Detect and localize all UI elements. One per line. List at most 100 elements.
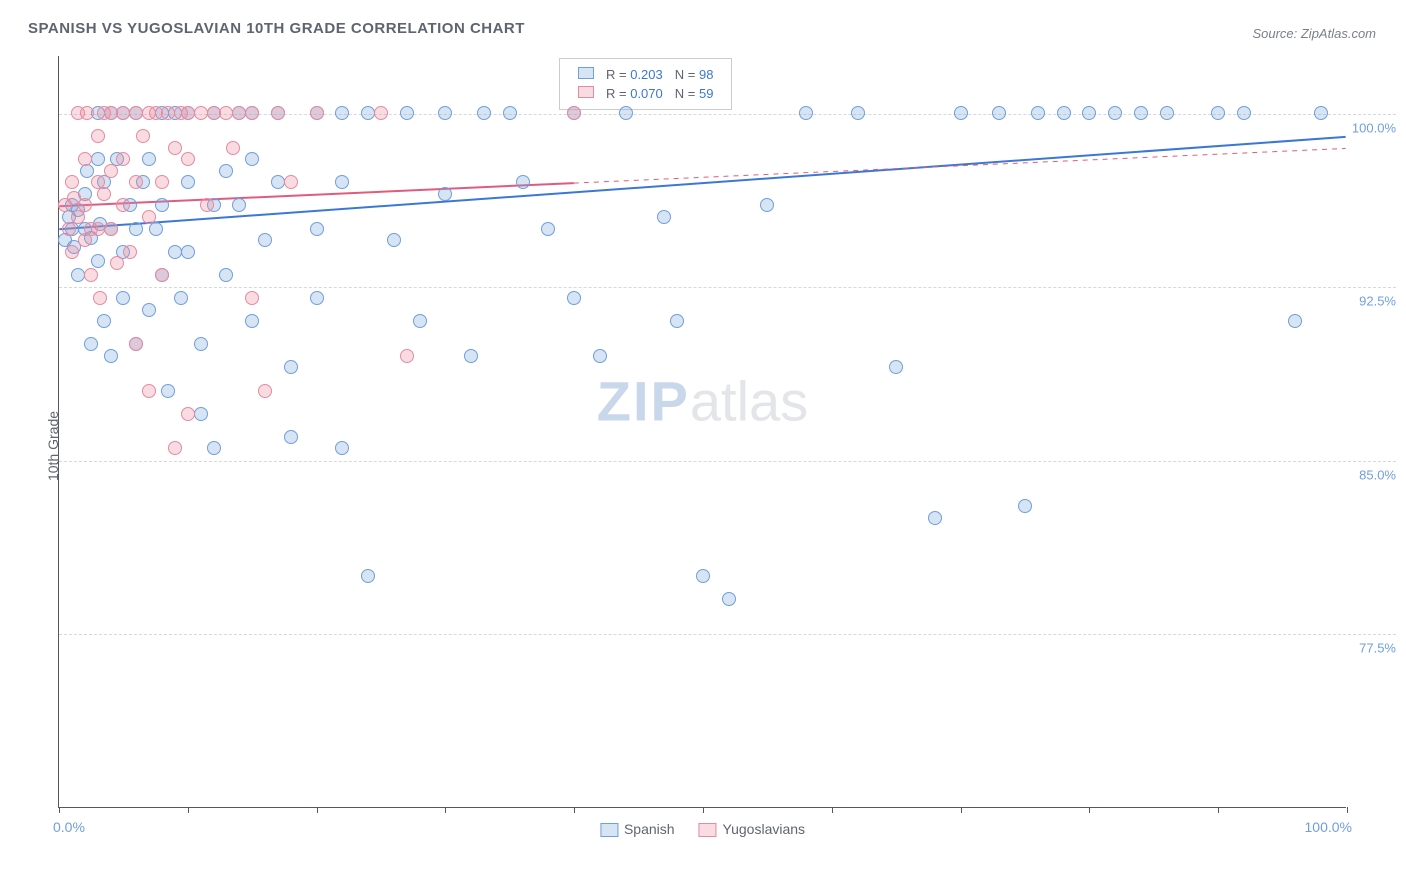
scatter-point xyxy=(567,291,581,305)
scatter-point xyxy=(91,254,105,268)
scatter-point xyxy=(1108,106,1122,120)
scatter-point xyxy=(245,291,259,305)
scatter-point xyxy=(760,198,774,212)
scatter-point xyxy=(503,106,517,120)
scatter-point xyxy=(194,337,208,351)
scatter-point xyxy=(232,198,246,212)
scatter-point xyxy=(361,106,375,120)
legend-n-label: N = 98 xyxy=(669,65,720,84)
scatter-point xyxy=(181,175,195,189)
scatter-point xyxy=(110,256,124,270)
scatter-point xyxy=(258,384,272,398)
trend-line-solid xyxy=(59,137,1345,229)
x-tick xyxy=(574,807,575,813)
correlation-legend: R = 0.203N = 98R = 0.070N = 59 xyxy=(559,58,732,110)
scatter-point xyxy=(65,245,79,259)
scatter-point xyxy=(310,106,324,120)
scatter-point xyxy=(516,175,530,189)
scatter-point xyxy=(361,569,375,583)
scatter-point xyxy=(194,407,208,421)
scatter-point xyxy=(78,198,92,212)
x-tick xyxy=(59,807,60,813)
scatter-point xyxy=(284,430,298,444)
scatter-point xyxy=(168,441,182,455)
legend-item: Spanish xyxy=(600,821,675,837)
scatter-point xyxy=(413,314,427,328)
scatter-point xyxy=(284,360,298,374)
scatter-point xyxy=(129,337,143,351)
scatter-point xyxy=(799,106,813,120)
scatter-point xyxy=(271,106,285,120)
legend-swatch xyxy=(600,823,618,837)
scatter-point xyxy=(200,198,214,212)
x-tick xyxy=(1089,807,1090,813)
scatter-point xyxy=(1288,314,1302,328)
scatter-point xyxy=(84,337,98,351)
scatter-point xyxy=(438,187,452,201)
scatter-point xyxy=(91,152,105,166)
trend-lines-layer xyxy=(59,56,1346,807)
y-tick-label: 77.5% xyxy=(1359,641,1396,656)
scatter-point xyxy=(65,175,79,189)
scatter-point xyxy=(219,268,233,282)
gridline-horizontal xyxy=(59,461,1396,462)
watermark: ZIPatlas xyxy=(597,369,808,434)
scatter-point xyxy=(161,384,175,398)
scatter-point xyxy=(567,106,581,120)
scatter-point xyxy=(541,222,555,236)
scatter-point xyxy=(335,175,349,189)
scatter-point xyxy=(123,245,137,259)
scatter-point xyxy=(219,164,233,178)
scatter-point xyxy=(400,106,414,120)
scatter-point xyxy=(155,268,169,282)
gridline-horizontal xyxy=(59,287,1396,288)
scatter-point xyxy=(104,222,118,236)
scatter-point xyxy=(335,106,349,120)
scatter-point xyxy=(928,511,942,525)
scatter-point xyxy=(284,175,298,189)
scatter-point xyxy=(84,268,98,282)
legend-swatch xyxy=(578,86,594,98)
scatter-point xyxy=(168,141,182,155)
scatter-point xyxy=(226,141,240,155)
y-tick-label: 92.5% xyxy=(1359,294,1396,309)
legend-row: R = 0.070N = 59 xyxy=(572,84,719,103)
scatter-point xyxy=(438,106,452,120)
scatter-point xyxy=(335,441,349,455)
scatter-point xyxy=(161,106,175,120)
scatter-point xyxy=(1082,106,1096,120)
scatter-point xyxy=(142,210,156,224)
chart-title: SPANISH VS YUGOSLAVIAN 10TH GRADE CORREL… xyxy=(28,20,525,37)
x-tick xyxy=(1347,807,1348,813)
legend-r-label: R = 0.203 xyxy=(600,65,669,84)
scatter-point xyxy=(619,106,633,120)
scatter-point xyxy=(136,129,150,143)
scatter-point xyxy=(129,222,143,236)
watermark-part2: atlas xyxy=(690,370,808,433)
x-tick xyxy=(703,807,704,813)
scatter-point xyxy=(207,441,221,455)
y-tick-label: 100.0% xyxy=(1352,120,1396,135)
scatter-point xyxy=(245,314,259,328)
source-attribution: Source: ZipAtlas.com xyxy=(1252,26,1376,41)
y-tick-label: 85.0% xyxy=(1359,467,1396,482)
watermark-part1: ZIP xyxy=(597,370,690,433)
x-axis-min-label: 0.0% xyxy=(53,819,85,835)
scatter-point xyxy=(142,384,156,398)
scatter-point xyxy=(245,106,259,120)
scatter-point xyxy=(116,291,130,305)
x-tick xyxy=(317,807,318,813)
plot-area: ZIPatlas R = 0.203N = 98R = 0.070N = 59 … xyxy=(58,56,1346,808)
scatter-point xyxy=(207,106,221,120)
scatter-point xyxy=(1237,106,1251,120)
x-tick xyxy=(832,807,833,813)
legend-item: Yugoslavians xyxy=(699,821,806,837)
scatter-point xyxy=(657,210,671,224)
x-tick xyxy=(188,807,189,813)
scatter-point xyxy=(851,106,865,120)
legend-r-label: R = 0.070 xyxy=(600,84,669,103)
scatter-point xyxy=(78,152,92,166)
scatter-point xyxy=(97,314,111,328)
scatter-point xyxy=(174,291,188,305)
scatter-point xyxy=(142,303,156,317)
